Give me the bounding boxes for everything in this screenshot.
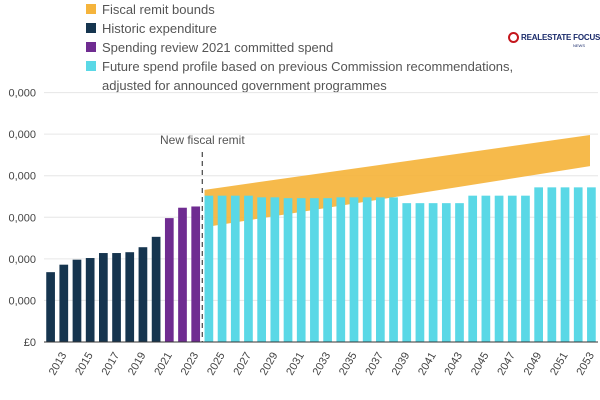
y-tick-label: 0,000 (8, 88, 36, 100)
bar-2042 (428, 203, 438, 342)
bar-2024 (191, 206, 201, 342)
legend-swatch-navy (86, 23, 96, 33)
bar-2034 (323, 198, 332, 342)
legend-item-historic-expenditure: Historic expenditure (86, 19, 513, 38)
bar-2030 (270, 197, 280, 342)
bar-2045 (468, 195, 478, 342)
bar-2025 (204, 195, 214, 342)
y-tick-label: £0 (24, 337, 36, 349)
bar-2040 (402, 203, 412, 342)
bar-2039 (389, 197, 398, 342)
x-tick-label: 2021 (152, 350, 175, 377)
legend-swatch-cyan (86, 61, 96, 71)
x-tick-label: 2045 (469, 350, 492, 377)
bar-2037 (362, 197, 372, 342)
x-tick-label: 2033 (311, 350, 334, 377)
bar-2038 (376, 197, 385, 342)
x-tick-label: 2029 (258, 350, 281, 377)
bar-2021 (151, 236, 161, 342)
bar-2036 (349, 197, 359, 342)
legend-item-fiscal-remit-bounds: Fiscal remit bounds (86, 0, 513, 19)
x-tick-label: 2041 (416, 350, 439, 377)
bar-2016 (85, 258, 95, 342)
y-tick-label: 0,000 (8, 171, 36, 183)
legend: Fiscal remit bounds Historic expenditure… (86, 0, 513, 95)
bar-2053 (573, 187, 583, 342)
legend-item-future-spend: Future spend profile based on previous C… (86, 57, 513, 95)
x-tick-label: 2031 (284, 350, 307, 377)
remit-layer: New fiscal remit (160, 133, 245, 342)
bar-2020 (138, 247, 148, 342)
x-tick-label: 2015 (73, 350, 96, 377)
bar-2018 (112, 253, 121, 342)
x-tick-label: 2025 (205, 350, 228, 377)
x-tick-label: 2037 (363, 350, 386, 377)
bar-2023 (178, 207, 187, 342)
x-tick-label: 2017 (100, 350, 123, 377)
x-tick-label: 2027 (231, 350, 254, 377)
logo-subtext: NEWS (573, 43, 585, 48)
bar-2017 (99, 253, 108, 342)
bar-2051 (547, 187, 557, 342)
x-tick-label: 2035 (337, 350, 360, 377)
x-tick-label: 2047 (495, 350, 518, 377)
bar-2013 (46, 272, 55, 342)
bar-2050 (534, 187, 543, 342)
bar-2033 (310, 198, 319, 342)
legend-item-spending-review: Spending review 2021 committed spend (86, 38, 513, 57)
bar-2044 (455, 203, 464, 342)
bar-2027 (230, 195, 240, 342)
watermark-logo: REALESTATE FOCUS (508, 32, 600, 43)
y-tick-label: 0,000 (8, 212, 36, 224)
x-tick-label: 2053 (574, 350, 597, 377)
bar-2022 (164, 218, 174, 342)
bar-2015 (72, 259, 82, 342)
logo-circle-icon (508, 32, 519, 43)
x-tick-label: 2051 (548, 350, 571, 377)
bar-2029 (257, 197, 266, 342)
bar-2028 (244, 195, 253, 342)
bar-2019 (125, 252, 135, 342)
x-tick-label: 2023 (179, 350, 202, 377)
x-tick-label: 2019 (126, 350, 149, 377)
bar-2048 (507, 195, 517, 342)
bar-2052 (560, 187, 570, 342)
bars-layer (46, 187, 596, 342)
bar-2035 (336, 197, 346, 342)
logo-text: REALESTATE FOCUS (521, 33, 600, 42)
bar-2032 (296, 198, 306, 342)
legend-label: Fiscal remit bounds (102, 2, 215, 17)
bar-2041 (415, 203, 425, 342)
legend-label: Spending review 2021 committed spend (102, 40, 334, 55)
legend-label: Future spend profile based on previous C… (102, 59, 514, 93)
y-tick-label: 0,000 (8, 254, 36, 266)
x-tick-label: 2013 (47, 350, 70, 377)
remit-annotation: New fiscal remit (160, 133, 245, 147)
legend-swatch-purple (86, 42, 96, 52)
legend-swatch-orange (86, 4, 96, 14)
bar-2014 (59, 264, 69, 342)
x-tick-label: 2039 (390, 350, 413, 377)
y-tick-label: 0,000 (8, 295, 36, 307)
x-tick-label: 2049 (522, 350, 545, 377)
bar-2026 (217, 195, 227, 342)
bar-2031 (283, 198, 293, 342)
bar-2046 (481, 195, 491, 342)
y-tick-label: 0,000 (8, 129, 36, 141)
bar-2054 (587, 187, 596, 342)
legend-label: Historic expenditure (102, 21, 217, 36)
x-tick-label: 2043 (443, 350, 466, 377)
bar-2047 (494, 195, 504, 342)
bar-2043 (441, 203, 451, 342)
bar-2049 (521, 195, 530, 342)
